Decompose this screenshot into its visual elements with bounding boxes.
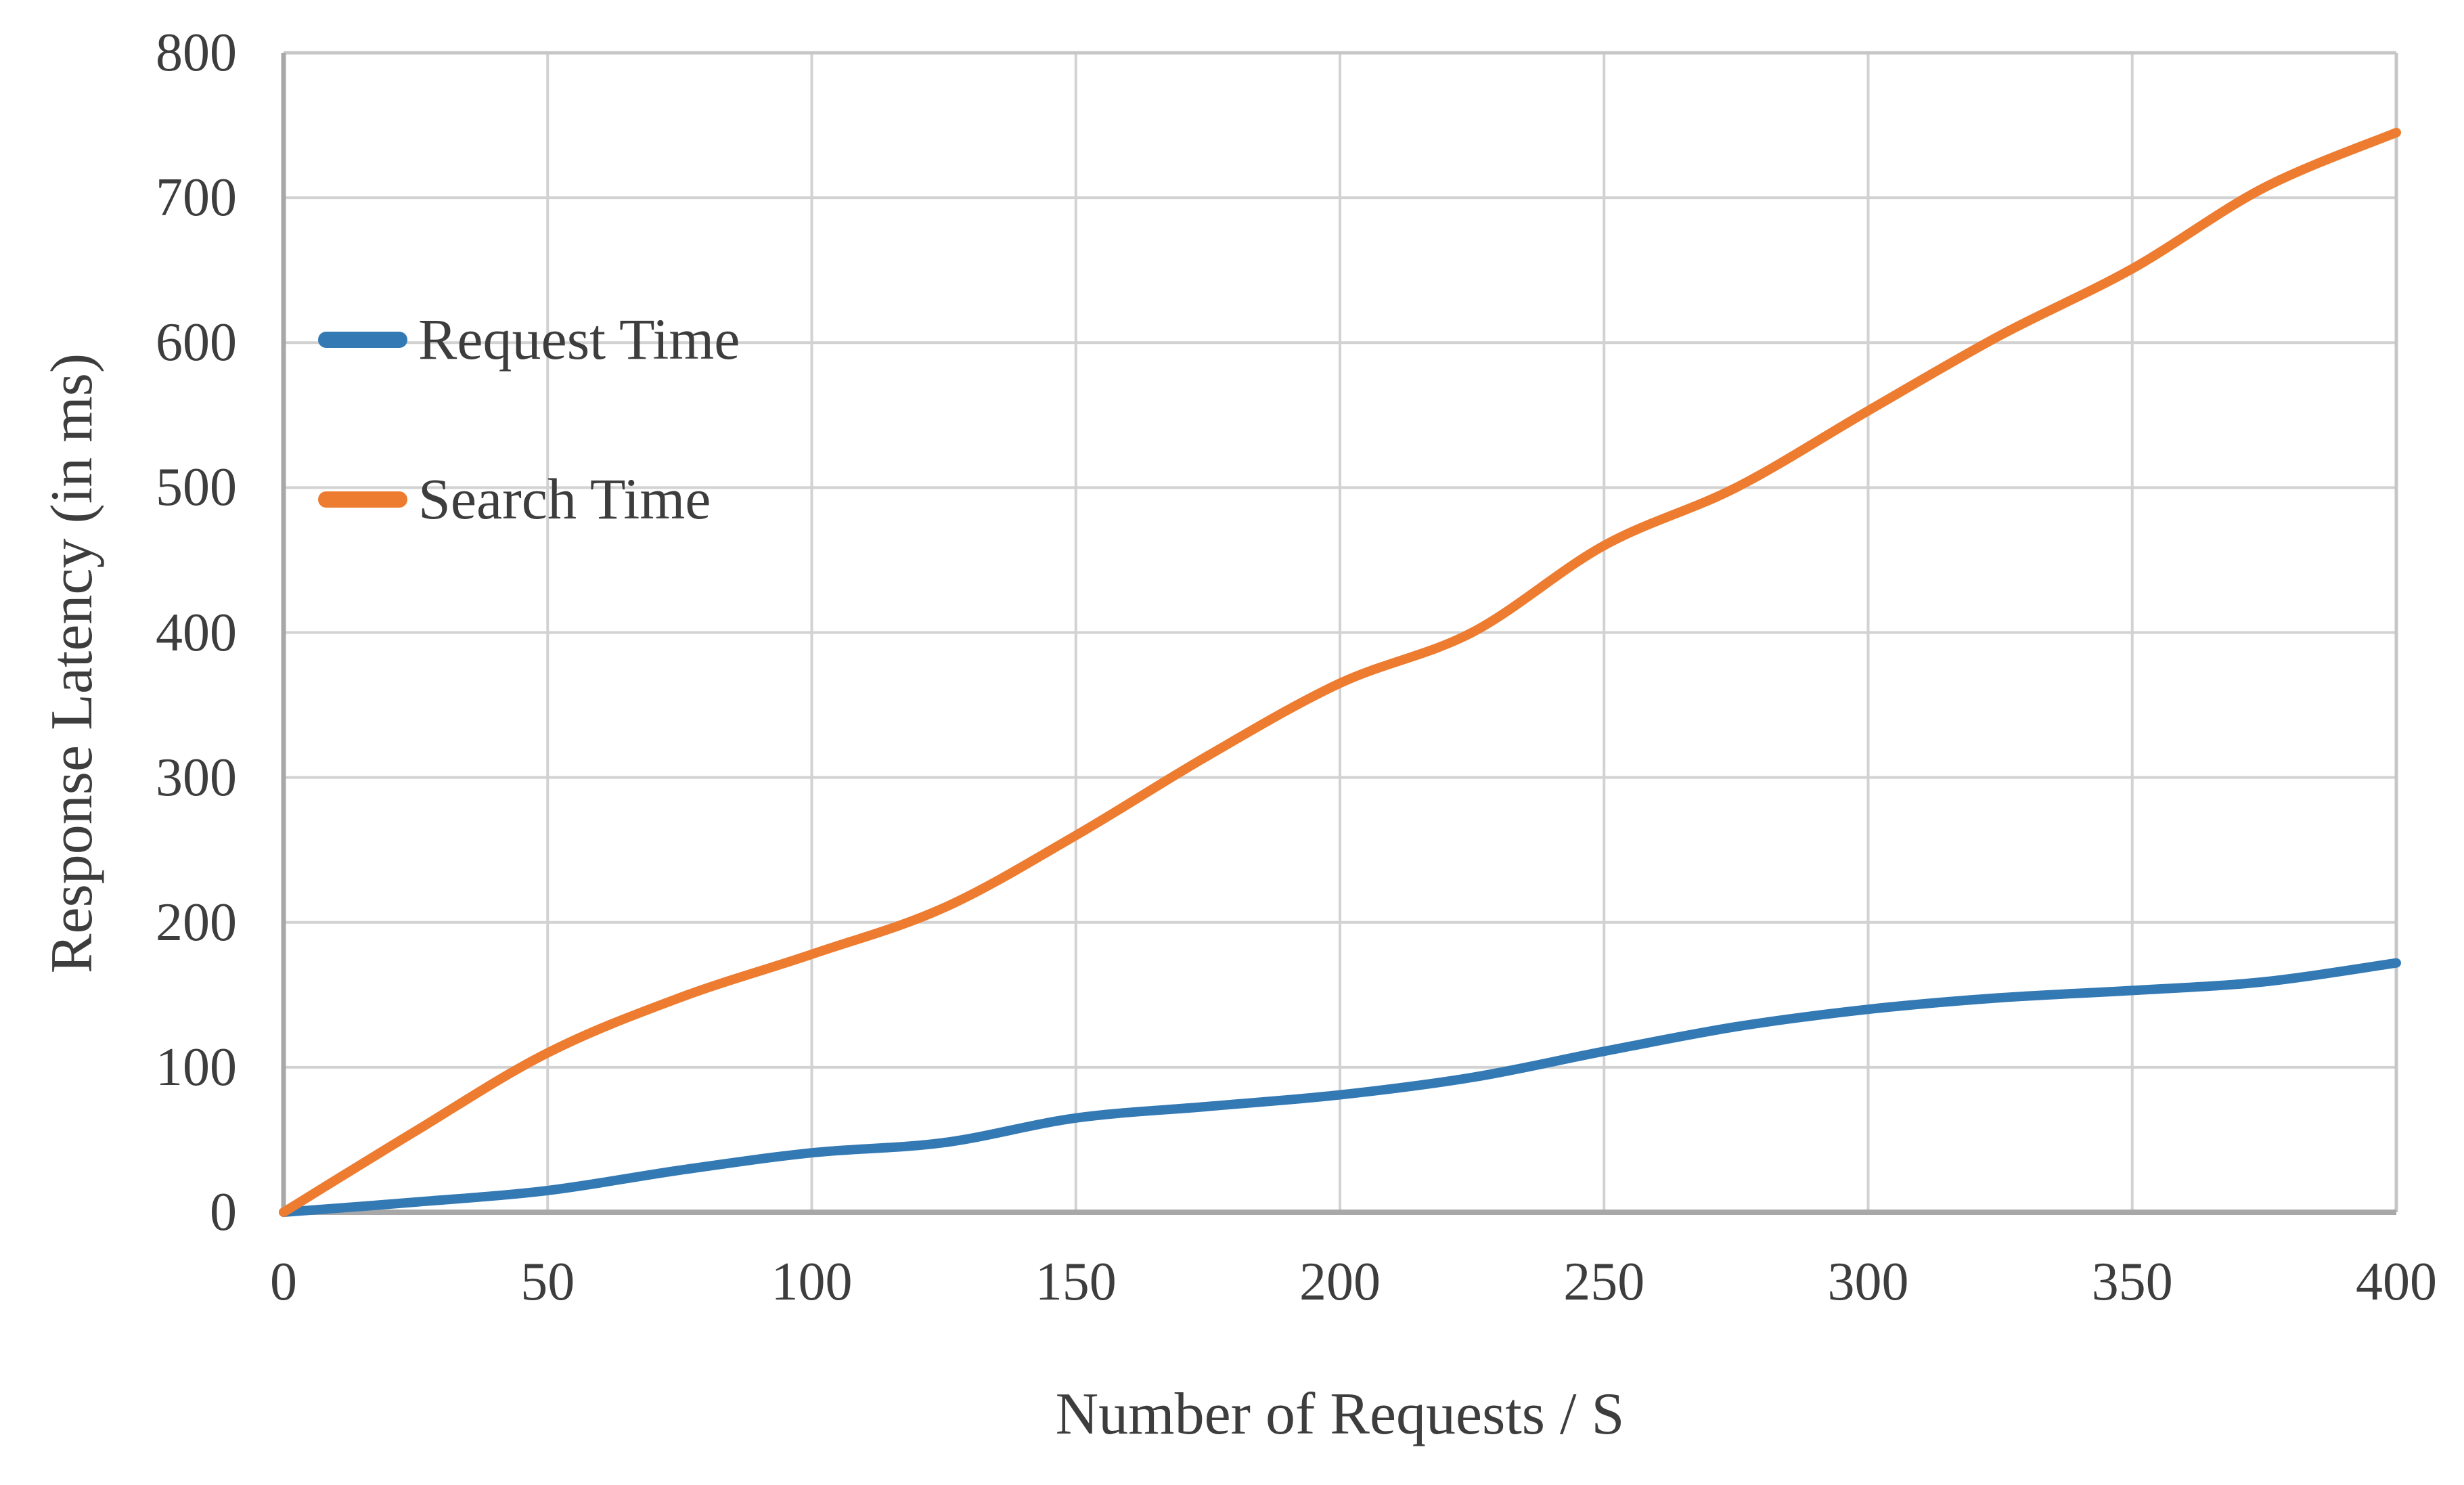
legend-label-search-time: Search Time [418, 466, 711, 531]
x-tick-label: 50 [520, 1252, 575, 1312]
y-axis-title: Response Latency (in ms) [39, 353, 105, 974]
y-tick-label: 300 [156, 747, 237, 807]
request-time-line-swatch [318, 332, 407, 348]
x-tick-label: 100 [771, 1252, 853, 1312]
x-tick-label: 250 [1563, 1252, 1645, 1312]
x-tick-label: 300 [1827, 1252, 1909, 1312]
y-tick-label: 200 [156, 892, 237, 952]
y-tick-label: 0 [210, 1182, 237, 1242]
x-tick-label: 200 [1299, 1252, 1381, 1312]
x-tick-label: 0 [270, 1252, 297, 1312]
x-tick-label: 350 [2091, 1252, 2173, 1312]
y-tick-label: 600 [156, 313, 237, 373]
y-tick-label: 700 [156, 168, 237, 228]
y-tick-label: 500 [156, 458, 237, 518]
x-tick-label: 150 [1035, 1252, 1117, 1312]
y-tick-label: 400 [156, 602, 237, 663]
y-tick-label: 800 [156, 23, 237, 83]
legend-label-request-time: Request Time [418, 307, 740, 372]
y-tick-label: 100 [156, 1037, 237, 1097]
x-tick-label: 400 [2356, 1252, 2437, 1312]
x-axis-title: Number of Requests / S [1055, 1381, 1625, 1447]
search-time-line-swatch [318, 491, 407, 508]
series-line-search-time [279, 127, 2401, 1217]
series-line-request-time [279, 958, 2401, 1217]
